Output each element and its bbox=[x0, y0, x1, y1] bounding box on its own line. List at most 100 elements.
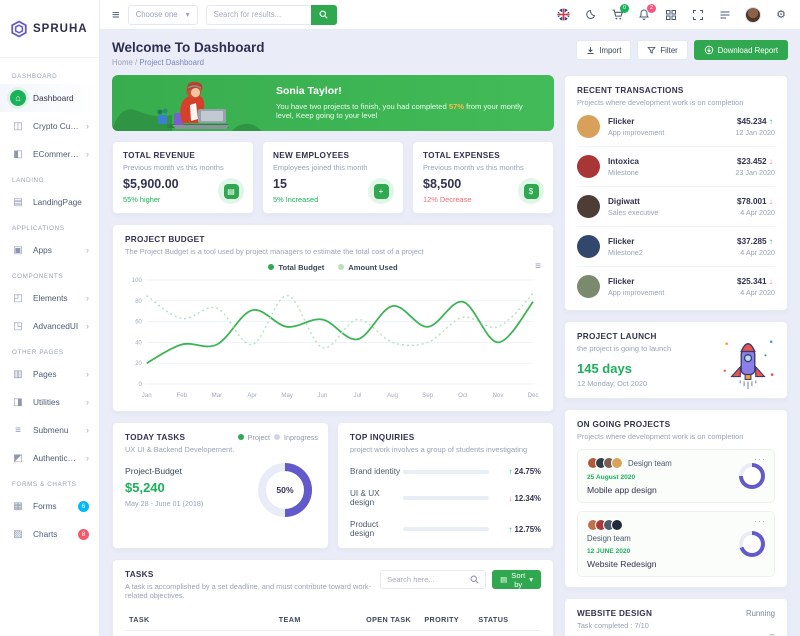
import-button[interactable]: Import bbox=[576, 40, 632, 60]
svg-text:60: 60 bbox=[135, 320, 142, 326]
dark-mode-moon-icon[interactable] bbox=[583, 8, 597, 22]
svg-text:Jul: Jul bbox=[354, 392, 362, 399]
table-row: Evaluating the design 18 High Completed bbox=[125, 630, 541, 636]
topbar-icons: 0 2 ⚙ bbox=[556, 3, 788, 23]
sidebar-item[interactable]: ◧ ECommerce › bbox=[0, 140, 99, 168]
banner-text-after: from your montly level, Keep going to yo… bbox=[276, 102, 523, 120]
more-options-icon[interactable]: ··· bbox=[754, 454, 766, 464]
more-options-icon[interactable]: ··· bbox=[754, 516, 766, 526]
sidebar-item[interactable]: ≡ Submenu › bbox=[0, 416, 99, 444]
list-item[interactable]: Digiwatt Sales executive $78.001 4 Apr 2… bbox=[577, 187, 775, 227]
project-name: Website Redesign bbox=[587, 559, 657, 569]
transaction-name: Flicker bbox=[608, 236, 635, 246]
right-column: RECENT TRANSACTIONS Projects where devel… bbox=[564, 75, 788, 636]
sidebar-item-icon: ▨ bbox=[13, 528, 23, 540]
svg-text:Oct: Oct bbox=[458, 392, 468, 399]
sidebar-entry: LandingPage ▤ LandingPage bbox=[0, 188, 99, 216]
language-flag-icon[interactable] bbox=[556, 8, 570, 22]
svg-text:100: 100 bbox=[132, 278, 143, 284]
brand-logo[interactable]: SPRUHA bbox=[0, 0, 99, 58]
sidebar-item[interactable]: ◳ AdvancedUI › bbox=[0, 312, 99, 340]
sidebar-item-icon: ◨ bbox=[13, 396, 23, 408]
col-team[interactable]: TEAM bbox=[274, 609, 363, 631]
user-avatar[interactable] bbox=[745, 6, 761, 23]
sidebar-item[interactable]: ⌂ Dashboard bbox=[0, 84, 99, 112]
legend-dot-total bbox=[268, 264, 275, 270]
fullscreen-icon[interactable] bbox=[691, 8, 705, 22]
list-item[interactable]: Intoxica Milestone $23.452 23 Jan 2020 bbox=[577, 147, 775, 187]
list-item[interactable]: Flicker App improvement $25.341 4 Apr 20… bbox=[577, 267, 775, 306]
sidebar-item-label: Submenu bbox=[33, 425, 69, 435]
breadcrumb-home[interactable]: Home bbox=[112, 58, 133, 67]
transaction-role: Milestone bbox=[608, 167, 639, 177]
sidebar-nav: DASHBOARD DASHBOARD Dashboard ⌂ Dashboar… bbox=[0, 58, 99, 554]
right-panel-icon[interactable] bbox=[718, 8, 732, 22]
filter-icon bbox=[647, 46, 657, 54]
sidebar-item[interactable]: ◫ Crypto Currencies › bbox=[0, 112, 99, 140]
search-button[interactable] bbox=[310, 4, 337, 25]
inquiry-delta: 24.75% bbox=[499, 467, 541, 476]
project-item[interactable]: Design team 25 August 2020 Mobile app de… bbox=[577, 449, 775, 503]
settings-gear-icon[interactable]: ⚙ bbox=[776, 9, 786, 21]
sidebar-section-label: DASHBOARD bbox=[12, 73, 58, 80]
project-name: Mobile app design bbox=[587, 485, 657, 495]
sidebar-entry: LANDING LANDING bbox=[0, 168, 99, 188]
sidebar-item[interactable]: ▥ Pages › bbox=[0, 360, 99, 388]
breadcrumb: Home / Project Dashboard bbox=[112, 58, 265, 67]
sidebar-item-label: Charts bbox=[33, 529, 58, 539]
transaction-name: Digiwatt bbox=[608, 196, 640, 206]
project-budget-subtitle: The Project Budget is a tool used by pro… bbox=[125, 247, 424, 256]
today-tasks-period: May 28 - June 01 (2018) bbox=[125, 499, 204, 508]
project-budget-title: PROJECT BUDGET bbox=[125, 235, 205, 244]
project-progress-donut bbox=[739, 531, 765, 557]
category-select[interactable]: Choose one ▾ bbox=[127, 4, 198, 25]
search-input[interactable] bbox=[205, 4, 311, 25]
banner-text-before: You have two projects to finish, you had… bbox=[276, 102, 447, 111]
svg-text:Mar: Mar bbox=[212, 392, 223, 399]
col-task[interactable]: TASK bbox=[125, 609, 275, 631]
project-item[interactable]: Design team 12 JUNE 2020 Website Redesig… bbox=[577, 511, 775, 577]
sidebar-item[interactable]: ◰ Elements › bbox=[0, 284, 99, 312]
sidebar-entry: Pages ▥ Pages › bbox=[0, 360, 99, 388]
sort-by-button[interactable]: ▤ Sort by ▾ bbox=[492, 570, 541, 589]
svg-text:Jan: Jan bbox=[142, 392, 152, 399]
list-item[interactable]: Flicker Milestone2 $37.285 4 Apr 2020 bbox=[577, 227, 775, 267]
sidebar-item[interactable]: ▤ LandingPage bbox=[0, 188, 99, 216]
svg-text:Apr: Apr bbox=[247, 392, 256, 399]
sidebar-item[interactable]: ▣ Apps › bbox=[0, 236, 99, 264]
apps-grid-icon[interactable] bbox=[664, 8, 678, 22]
sidebar-entry: ECommerce ◧ ECommerce › bbox=[0, 140, 99, 168]
transaction-amount: $25.341 bbox=[737, 277, 775, 286]
import-label: Import bbox=[599, 45, 622, 55]
sidebar-item[interactable]: ▦ Forms 6 bbox=[0, 492, 99, 520]
col-status[interactable]: STATUS bbox=[474, 609, 541, 631]
sidebar-item[interactable]: ◨ Utilities › bbox=[0, 388, 99, 416]
col-priority[interactable]: PRORITY bbox=[420, 609, 475, 631]
notifications-bell-icon[interactable]: 2 bbox=[637, 3, 656, 22]
card-menu-icon[interactable]: ≡ bbox=[535, 261, 541, 272]
col-open-task[interactable]: OPEN TASK bbox=[362, 609, 421, 631]
project-launch-date: 12 Monday, Oct 2020 bbox=[577, 379, 648, 388]
rocket-illustration bbox=[723, 340, 774, 390]
sidebar-item[interactable]: ◩ Authentication › bbox=[0, 444, 99, 472]
page-header: Welcome To Dashboard Home / Project Dash… bbox=[112, 40, 788, 67]
chevron-right-icon: › bbox=[86, 425, 89, 435]
today-tasks-donut: 50% bbox=[258, 463, 312, 517]
inquiry-label: Product design bbox=[350, 520, 379, 538]
transaction-amount: $45.234 bbox=[735, 117, 775, 126]
card-menu-icon[interactable]: ≡ bbox=[577, 632, 775, 636]
stat-title: TOTAL EXPENSES bbox=[423, 151, 500, 160]
sidebar-item-icon: ◰ bbox=[13, 292, 23, 304]
svg-text:80: 80 bbox=[135, 299, 142, 305]
filter-button[interactable]: Filter bbox=[637, 40, 688, 60]
cart-icon[interactable]: 0 bbox=[610, 3, 629, 22]
sidebar-item-label: LandingPage bbox=[33, 197, 82, 207]
chevron-right-icon: › bbox=[86, 397, 89, 407]
list-item[interactable]: Flicker App improvement $45.234 12 Jan 2… bbox=[577, 107, 775, 147]
download-report-button[interactable]: Download Report bbox=[693, 40, 788, 60]
tasks-search-input[interactable] bbox=[387, 575, 466, 584]
hamburger-menu-icon[interactable]: ≡ bbox=[112, 7, 120, 22]
sidebar-item[interactable]: ▨ Charts 8 bbox=[0, 520, 99, 548]
svg-text:0: 0 bbox=[138, 382, 142, 388]
